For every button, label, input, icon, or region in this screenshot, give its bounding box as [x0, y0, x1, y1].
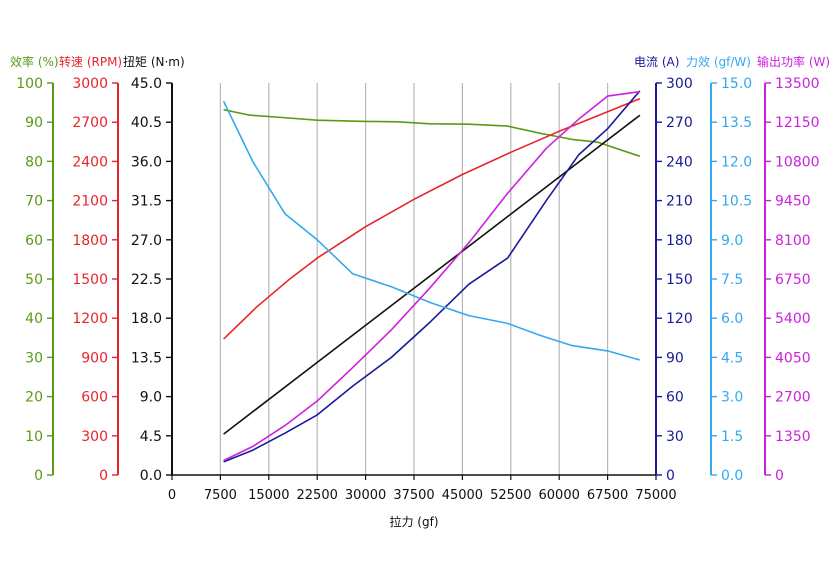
series-line-forceeff: [222, 100, 641, 361]
y-tick-label-power: 10800: [775, 154, 820, 170]
y-tick-label-forceeff: 0.0: [721, 468, 743, 484]
y-tick-label-forceeff: 13.5: [721, 115, 752, 131]
y-tick-label-eff: 30: [25, 350, 43, 366]
x-tick-label: 0: [168, 488, 176, 503]
x-tick-label: 7500: [204, 488, 237, 503]
y-tick-label-forceeff: 7.5: [721, 272, 743, 288]
y-tick-label-current: 0: [666, 468, 675, 484]
y-tick-label-rpm: 300: [81, 429, 108, 445]
y-tick-label-torque: 9.0: [140, 390, 162, 406]
series-line-power: [223, 90, 641, 462]
y-tick-label-power: 12150: [775, 115, 820, 131]
y-tick-label-current: 240: [666, 154, 693, 170]
y-axis-title-forceeff: 力效 (gf/W): [686, 54, 751, 69]
y-tick-label-torque: 36.0: [131, 154, 162, 170]
y-tick-label-forceeff: 1.5: [721, 429, 743, 445]
y-tick-label-power: 4050: [775, 350, 811, 366]
y-tick-label-rpm: 0: [99, 468, 108, 484]
y-tick-label-torque: 13.5: [131, 350, 162, 366]
series-line-torque: [223, 114, 641, 435]
y-tick-label-rpm: 1200: [72, 311, 108, 327]
y-tick-label-torque: 27.0: [131, 233, 162, 249]
y-tick-label-eff: 100: [16, 76, 43, 92]
y-tick-label-current: 90: [666, 350, 684, 366]
y-tick-label-power: 8100: [775, 233, 811, 249]
y-tick-label-eff: 60: [25, 233, 43, 249]
y-tick-label-eff: 0: [34, 468, 43, 484]
y-tick-label-forceeff: 10.5: [721, 194, 752, 210]
y-tick-label-forceeff: 15.0: [721, 76, 752, 92]
y-tick-label-eff: 80: [25, 154, 43, 170]
y-tick-label-current: 60: [666, 390, 684, 406]
y-tick-label-eff: 20: [25, 390, 43, 406]
y-tick-label-power: 9450: [775, 194, 811, 210]
x-tick-label: 52500: [490, 488, 531, 503]
x-tick-label: 22500: [297, 488, 338, 503]
y-tick-label-current: 210: [666, 194, 693, 210]
y-tick-label-torque: 0.0: [140, 468, 162, 484]
y-tick-label-forceeff: 9.0: [721, 233, 743, 249]
y-axis-title-current: 电流 (A): [634, 55, 679, 69]
y-tick-label-rpm: 1800: [72, 233, 108, 249]
y-tick-label-eff: 10: [25, 429, 43, 445]
y-tick-label-torque: 40.5: [131, 115, 162, 131]
y-tick-label-current: 30: [666, 429, 684, 445]
y-tick-label-rpm: 2700: [72, 115, 108, 131]
y-tick-label-current: 150: [666, 272, 693, 288]
x-tick-label: 15000: [248, 488, 289, 503]
series-line-eff: [223, 108, 641, 158]
y-tick-label-torque: 4.5: [140, 429, 162, 445]
x-tick-label: 45000: [442, 488, 483, 503]
x-tick-label: 37500: [393, 488, 434, 503]
y-tick-label-rpm: 3000: [72, 76, 108, 92]
y-tick-label-forceeff: 12.0: [721, 154, 752, 170]
series-layer: [222, 90, 641, 463]
x-axis: 0 7500 15000 22500 30000 37500 45000 52500 60000…: [168, 474, 677, 529]
y-axis-title-eff: 效率 (%): [10, 54, 59, 69]
y-tick-label-power: 1350: [775, 429, 811, 445]
x-axis-title: 拉力 (gf): [389, 514, 438, 529]
y-tick-label-power: 13500: [775, 76, 820, 92]
y-tick-label-torque: 22.5: [131, 272, 162, 288]
y-tick-label-power: 5400: [775, 311, 811, 327]
y-tick-label-current: 120: [666, 311, 693, 327]
y-tick-label-eff: 70: [25, 194, 43, 210]
x-tick-label: 75000: [635, 488, 676, 503]
y-tick-label-forceeff: 6.0: [721, 311, 743, 327]
y-tick-label-current: 180: [666, 233, 693, 249]
y-tick-label-forceeff: 4.5: [721, 350, 743, 366]
y-tick-label-current: 300: [666, 76, 693, 92]
y-tick-label-torque: 31.5: [131, 194, 162, 210]
y-tick-label-power: 0: [775, 468, 784, 484]
y-tick-label-rpm: 2100: [72, 194, 108, 210]
y-tick-label-torque: 45.0: [131, 76, 162, 92]
y-tick-label-power: 6750: [775, 272, 811, 288]
y-tick-label-power: 2700: [775, 390, 811, 406]
y-axis-title-rpm: 转速 (RPM): [59, 54, 122, 69]
y-axis-title-power: 输出功率 (W): [757, 54, 830, 69]
y-tick-label-rpm: 2400: [72, 154, 108, 170]
y-tick-label-rpm: 600: [81, 390, 108, 406]
y-tick-label-eff: 50: [25, 272, 43, 288]
y-tick-label-forceeff: 3.0: [721, 390, 743, 406]
y-tick-label-rpm: 900: [81, 350, 108, 366]
y-tick-label-rpm: 1500: [72, 272, 108, 288]
x-tick-label: 60000: [539, 488, 580, 503]
y-tick-label-current: 270: [666, 115, 693, 131]
y-tick-label-eff: 40: [25, 311, 43, 327]
x-tick-label: 30000: [345, 488, 386, 503]
y-tick-label-torque: 18.0: [131, 311, 162, 327]
y-tick-label-eff: 90: [25, 115, 43, 131]
series-line-current: [223, 90, 641, 463]
x-tick-label: 67500: [587, 488, 628, 503]
series-line-rpm: [223, 97, 641, 340]
y-axis-title-torque: 扭矩 (N·m): [123, 55, 185, 69]
